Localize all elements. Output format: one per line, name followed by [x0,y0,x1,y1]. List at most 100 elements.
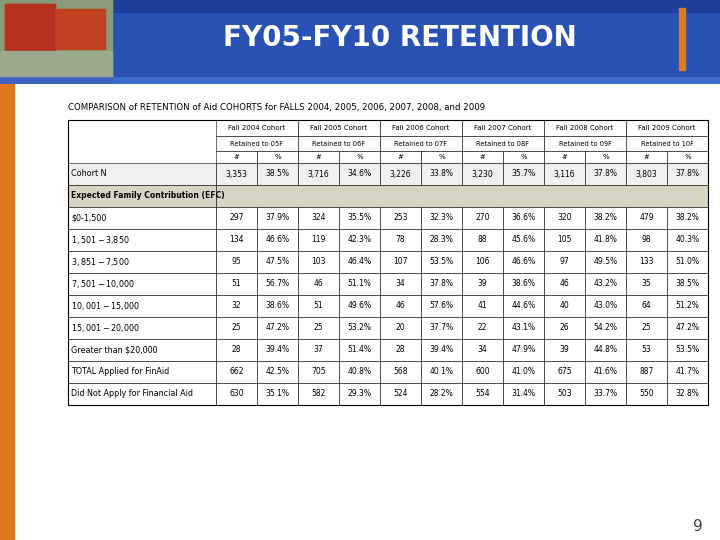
Bar [421,295,462,317]
Text: 46.6%: 46.6% [511,258,536,267]
Bar [298,317,339,339]
Bar [68,361,216,383]
Text: Fall 2006 Cohort: Fall 2006 Cohort [392,125,450,131]
Bar [585,207,626,229]
Bar [544,120,626,136]
Text: 25: 25 [314,323,323,333]
Text: 105: 105 [557,235,572,245]
Bar [68,185,216,207]
Text: 46.4%: 46.4% [348,258,372,267]
Bar [339,273,380,295]
Bar [503,361,544,383]
Bar [667,251,708,273]
Bar [55,9,105,49]
Bar [380,361,421,383]
Text: 41: 41 [477,301,487,310]
Bar [503,251,544,273]
Text: $0-1,500: $0-1,500 [71,213,107,222]
Text: 98: 98 [642,235,652,245]
Bar [462,229,503,251]
Bar [626,383,667,405]
Bar [585,339,626,361]
Text: 35: 35 [642,280,652,288]
Bar [462,383,503,405]
Text: 25: 25 [642,323,652,333]
Text: 675: 675 [557,368,572,376]
Bar [667,229,708,251]
Text: 53.5%: 53.5% [429,258,454,267]
Bar [626,163,667,185]
Text: Fall 2005 Cohort: Fall 2005 Cohort [310,125,368,131]
Text: 39.4%: 39.4% [266,346,289,354]
Text: 46: 46 [559,280,570,288]
Text: 56.7%: 56.7% [266,280,289,288]
Bar [298,295,339,317]
Bar [216,207,257,229]
Text: 51.2%: 51.2% [675,301,699,310]
Bar [216,229,257,251]
Bar [626,229,667,251]
Bar [462,207,503,229]
Text: 32.8%: 32.8% [675,389,699,399]
Bar [462,136,544,151]
Bar [626,151,667,163]
Text: 46.6%: 46.6% [266,235,289,245]
Bar [421,317,462,339]
Text: 38.2%: 38.2% [593,213,618,222]
Bar [257,151,298,163]
Bar [585,295,626,317]
Text: #: # [562,154,567,160]
Bar [544,361,585,383]
Bar [626,273,667,295]
Bar [585,383,626,405]
Bar [380,120,462,136]
Bar [68,295,216,317]
Bar [257,317,298,339]
Text: Expected Family Contribution (EFC): Expected Family Contribution (EFC) [71,192,225,200]
Text: 133: 133 [639,258,654,267]
Bar [667,207,708,229]
Text: 33.7%: 33.7% [593,389,618,399]
Text: 28: 28 [232,346,241,354]
Bar [380,383,421,405]
Bar [421,361,462,383]
Bar [421,273,462,295]
Bar [462,273,503,295]
Bar [462,163,503,185]
Bar [257,251,298,273]
Text: %: % [520,154,527,160]
Text: 20: 20 [396,323,405,333]
Bar [298,151,339,163]
Text: 34.6%: 34.6% [348,170,372,179]
Bar [667,383,708,405]
Text: #: # [233,154,240,160]
Text: 78: 78 [396,235,405,245]
Text: 32.3%: 32.3% [430,213,454,222]
Text: 47.9%: 47.9% [511,346,536,354]
Text: 47.2%: 47.2% [266,323,289,333]
Text: 297: 297 [229,213,244,222]
Bar [0,51,112,76]
Text: $15,001-$20,000: $15,001-$20,000 [71,322,140,334]
Bar [503,317,544,339]
Text: Did Not Apply for Financial Aid: Did Not Apply for Financial Aid [71,389,193,399]
Text: 42.3%: 42.3% [348,235,372,245]
Text: 53: 53 [642,346,652,354]
Bar [626,295,667,317]
Bar [544,339,585,361]
Bar [0,76,720,84]
Text: 103: 103 [311,258,325,267]
Bar [503,163,544,185]
Text: Retained to 08F: Retained to 08F [477,140,529,146]
Text: 38.5%: 38.5% [266,170,289,179]
Bar [5,4,55,54]
Text: 320: 320 [557,213,572,222]
Text: FY05-FY10 RETENTION: FY05-FY10 RETENTION [223,24,577,52]
Bar [216,339,257,361]
Text: 39: 39 [559,346,570,354]
Bar [380,136,462,151]
Text: 3,803: 3,803 [636,170,657,179]
Text: $10,001-$15,000: $10,001-$15,000 [71,300,140,312]
Text: 31.4%: 31.4% [511,389,536,399]
Text: 44.8%: 44.8% [593,346,618,354]
